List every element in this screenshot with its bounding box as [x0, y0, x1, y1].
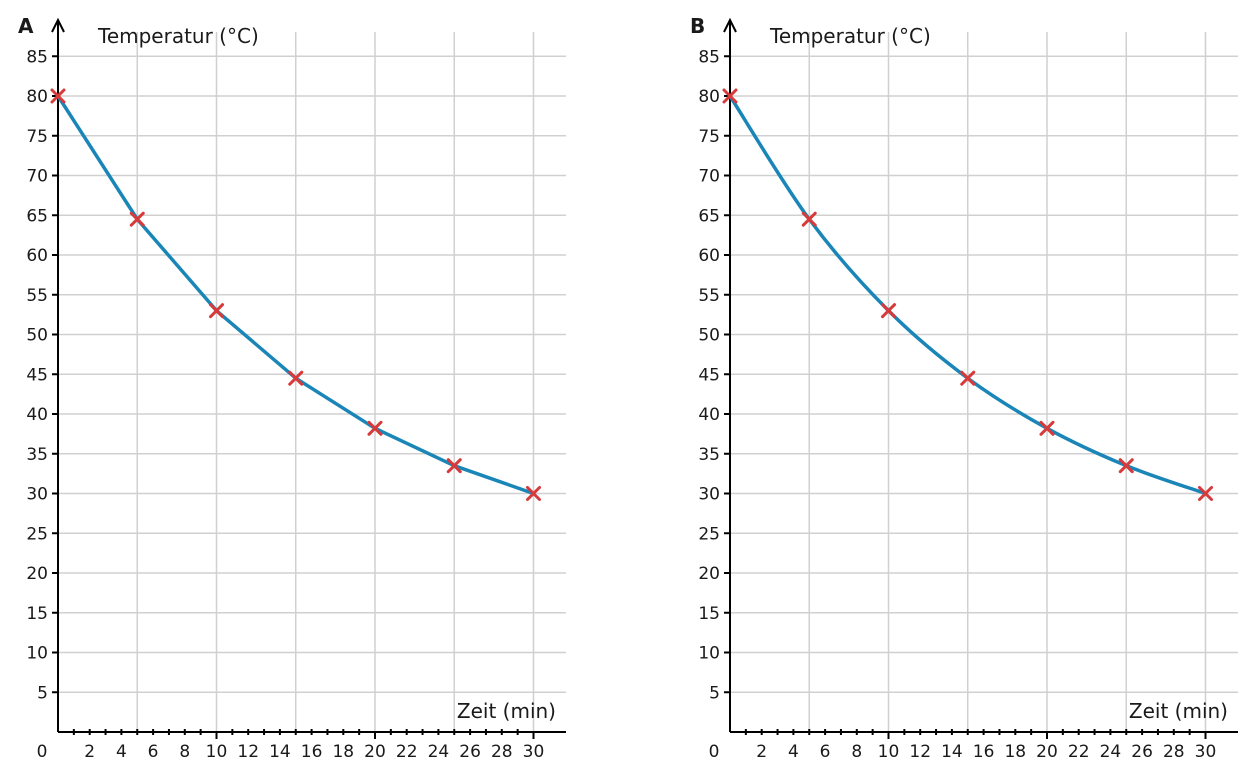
x-tick-label: 22 — [396, 742, 418, 762]
x-tick-label: 30 — [523, 742, 545, 762]
y-axis-arrow — [723, 17, 737, 33]
x-tick-label: 30 — [1195, 742, 1217, 762]
data-point-marker — [50, 88, 66, 104]
x-tick-label: 26 — [1131, 742, 1153, 762]
y-tick-label: 75 — [698, 127, 720, 147]
x-tick-label: 0 — [37, 742, 48, 762]
x-tick-label: 14 — [941, 742, 963, 762]
x-tick-label: 28 — [491, 742, 513, 762]
panel-label: A — [18, 14, 34, 38]
y-tick-label: 15 — [26, 604, 48, 624]
x-tick-label: 16 — [973, 742, 995, 762]
data-point-marker — [1198, 486, 1213, 501]
x-tick-label: 4 — [788, 742, 799, 762]
y-axis-title: Temperatur (°C) — [769, 24, 931, 48]
data-point-marker — [722, 88, 738, 104]
x-tick-label: 4 — [116, 742, 127, 762]
x-tick-label: 24 — [428, 742, 450, 762]
y-tick-label: 35 — [698, 445, 720, 465]
x-tick-label: 12 — [909, 742, 931, 762]
y-tick-label: 85 — [698, 47, 720, 67]
y-axis-arrow — [51, 17, 65, 33]
x-tick-label: 20 — [1036, 742, 1058, 762]
y-tick-label: 35 — [26, 445, 48, 465]
x-tick-label: 8 — [179, 742, 190, 762]
x-tick-label: 10 — [878, 742, 900, 762]
x-tick-label: 16 — [301, 742, 323, 762]
x-tick-label: 22 — [1068, 742, 1090, 762]
y-axis-title: Temperatur (°C) — [97, 24, 259, 48]
data-point-marker — [446, 458, 462, 474]
x-tick-label: 18 — [332, 742, 354, 762]
y-tick-label: 10 — [26, 644, 48, 664]
y-tick-label: 60 — [26, 246, 48, 266]
panel-label: B — [690, 14, 705, 38]
x-tick-label: 24 — [1100, 742, 1122, 762]
x-tick-label: 18 — [1004, 742, 1026, 762]
y-tick-label: 25 — [698, 524, 720, 544]
x-tick-label: 8 — [851, 742, 862, 762]
x-tick-label: 2 — [756, 742, 767, 762]
data-point-marker — [1118, 458, 1134, 474]
y-tick-label: 40 — [698, 405, 720, 425]
y-tick-label: 65 — [698, 206, 720, 226]
data-point-marker — [801, 211, 817, 227]
x-tick-label: 2 — [84, 742, 95, 762]
y-tick-label: 85 — [26, 47, 48, 67]
y-tick-label: 20 — [26, 564, 48, 584]
x-tick-label: 0 — [709, 742, 720, 762]
y-tick-label: 55 — [26, 286, 48, 306]
y-tick-label: 55 — [698, 286, 720, 306]
data-point-marker — [1039, 420, 1055, 436]
x-tick-label: 6 — [820, 742, 831, 762]
y-tick-label: 45 — [26, 365, 48, 385]
data-point-marker — [367, 420, 383, 436]
y-tick-label: 15 — [698, 604, 720, 624]
x-tick-label: 6 — [148, 742, 159, 762]
x-tick-label: 14 — [269, 742, 291, 762]
y-tick-label: 50 — [26, 326, 48, 346]
y-tick-label: 20 — [698, 564, 720, 584]
x-tick-label: 20 — [364, 742, 386, 762]
x-tick-label: 26 — [459, 742, 481, 762]
y-tick-label: 10 — [698, 644, 720, 664]
y-tick-label: 65 — [26, 206, 48, 226]
y-tick-label: 5 — [37, 683, 48, 703]
data-point-marker — [960, 370, 976, 386]
x-tick-label: 12 — [237, 742, 259, 762]
y-tick-label: 80 — [698, 87, 720, 107]
y-tick-label: 75 — [26, 127, 48, 147]
y-tick-label: 25 — [26, 524, 48, 544]
y-tick-label: 70 — [698, 167, 720, 187]
data-point-marker — [288, 370, 304, 386]
y-tick-label: 30 — [26, 485, 48, 505]
x-axis-title: Zeit (min) — [457, 699, 556, 723]
data-point-marker — [209, 303, 224, 319]
y-tick-label: 30 — [698, 485, 720, 505]
y-tick-label: 40 — [26, 405, 48, 425]
x-tick-label: 28 — [1163, 742, 1185, 762]
data-point-marker — [129, 211, 145, 227]
y-tick-label: 70 — [26, 167, 48, 187]
y-tick-label: 5 — [709, 683, 720, 703]
data-point-marker — [881, 303, 896, 319]
y-tick-label: 45 — [698, 365, 720, 385]
y-tick-label: 50 — [698, 326, 720, 346]
y-tick-label: 80 — [26, 87, 48, 107]
y-tick-label: 60 — [698, 246, 720, 266]
data-point-marker — [526, 486, 541, 501]
x-axis-title: Zeit (min) — [1129, 699, 1228, 723]
x-tick-label: 10 — [206, 742, 228, 762]
